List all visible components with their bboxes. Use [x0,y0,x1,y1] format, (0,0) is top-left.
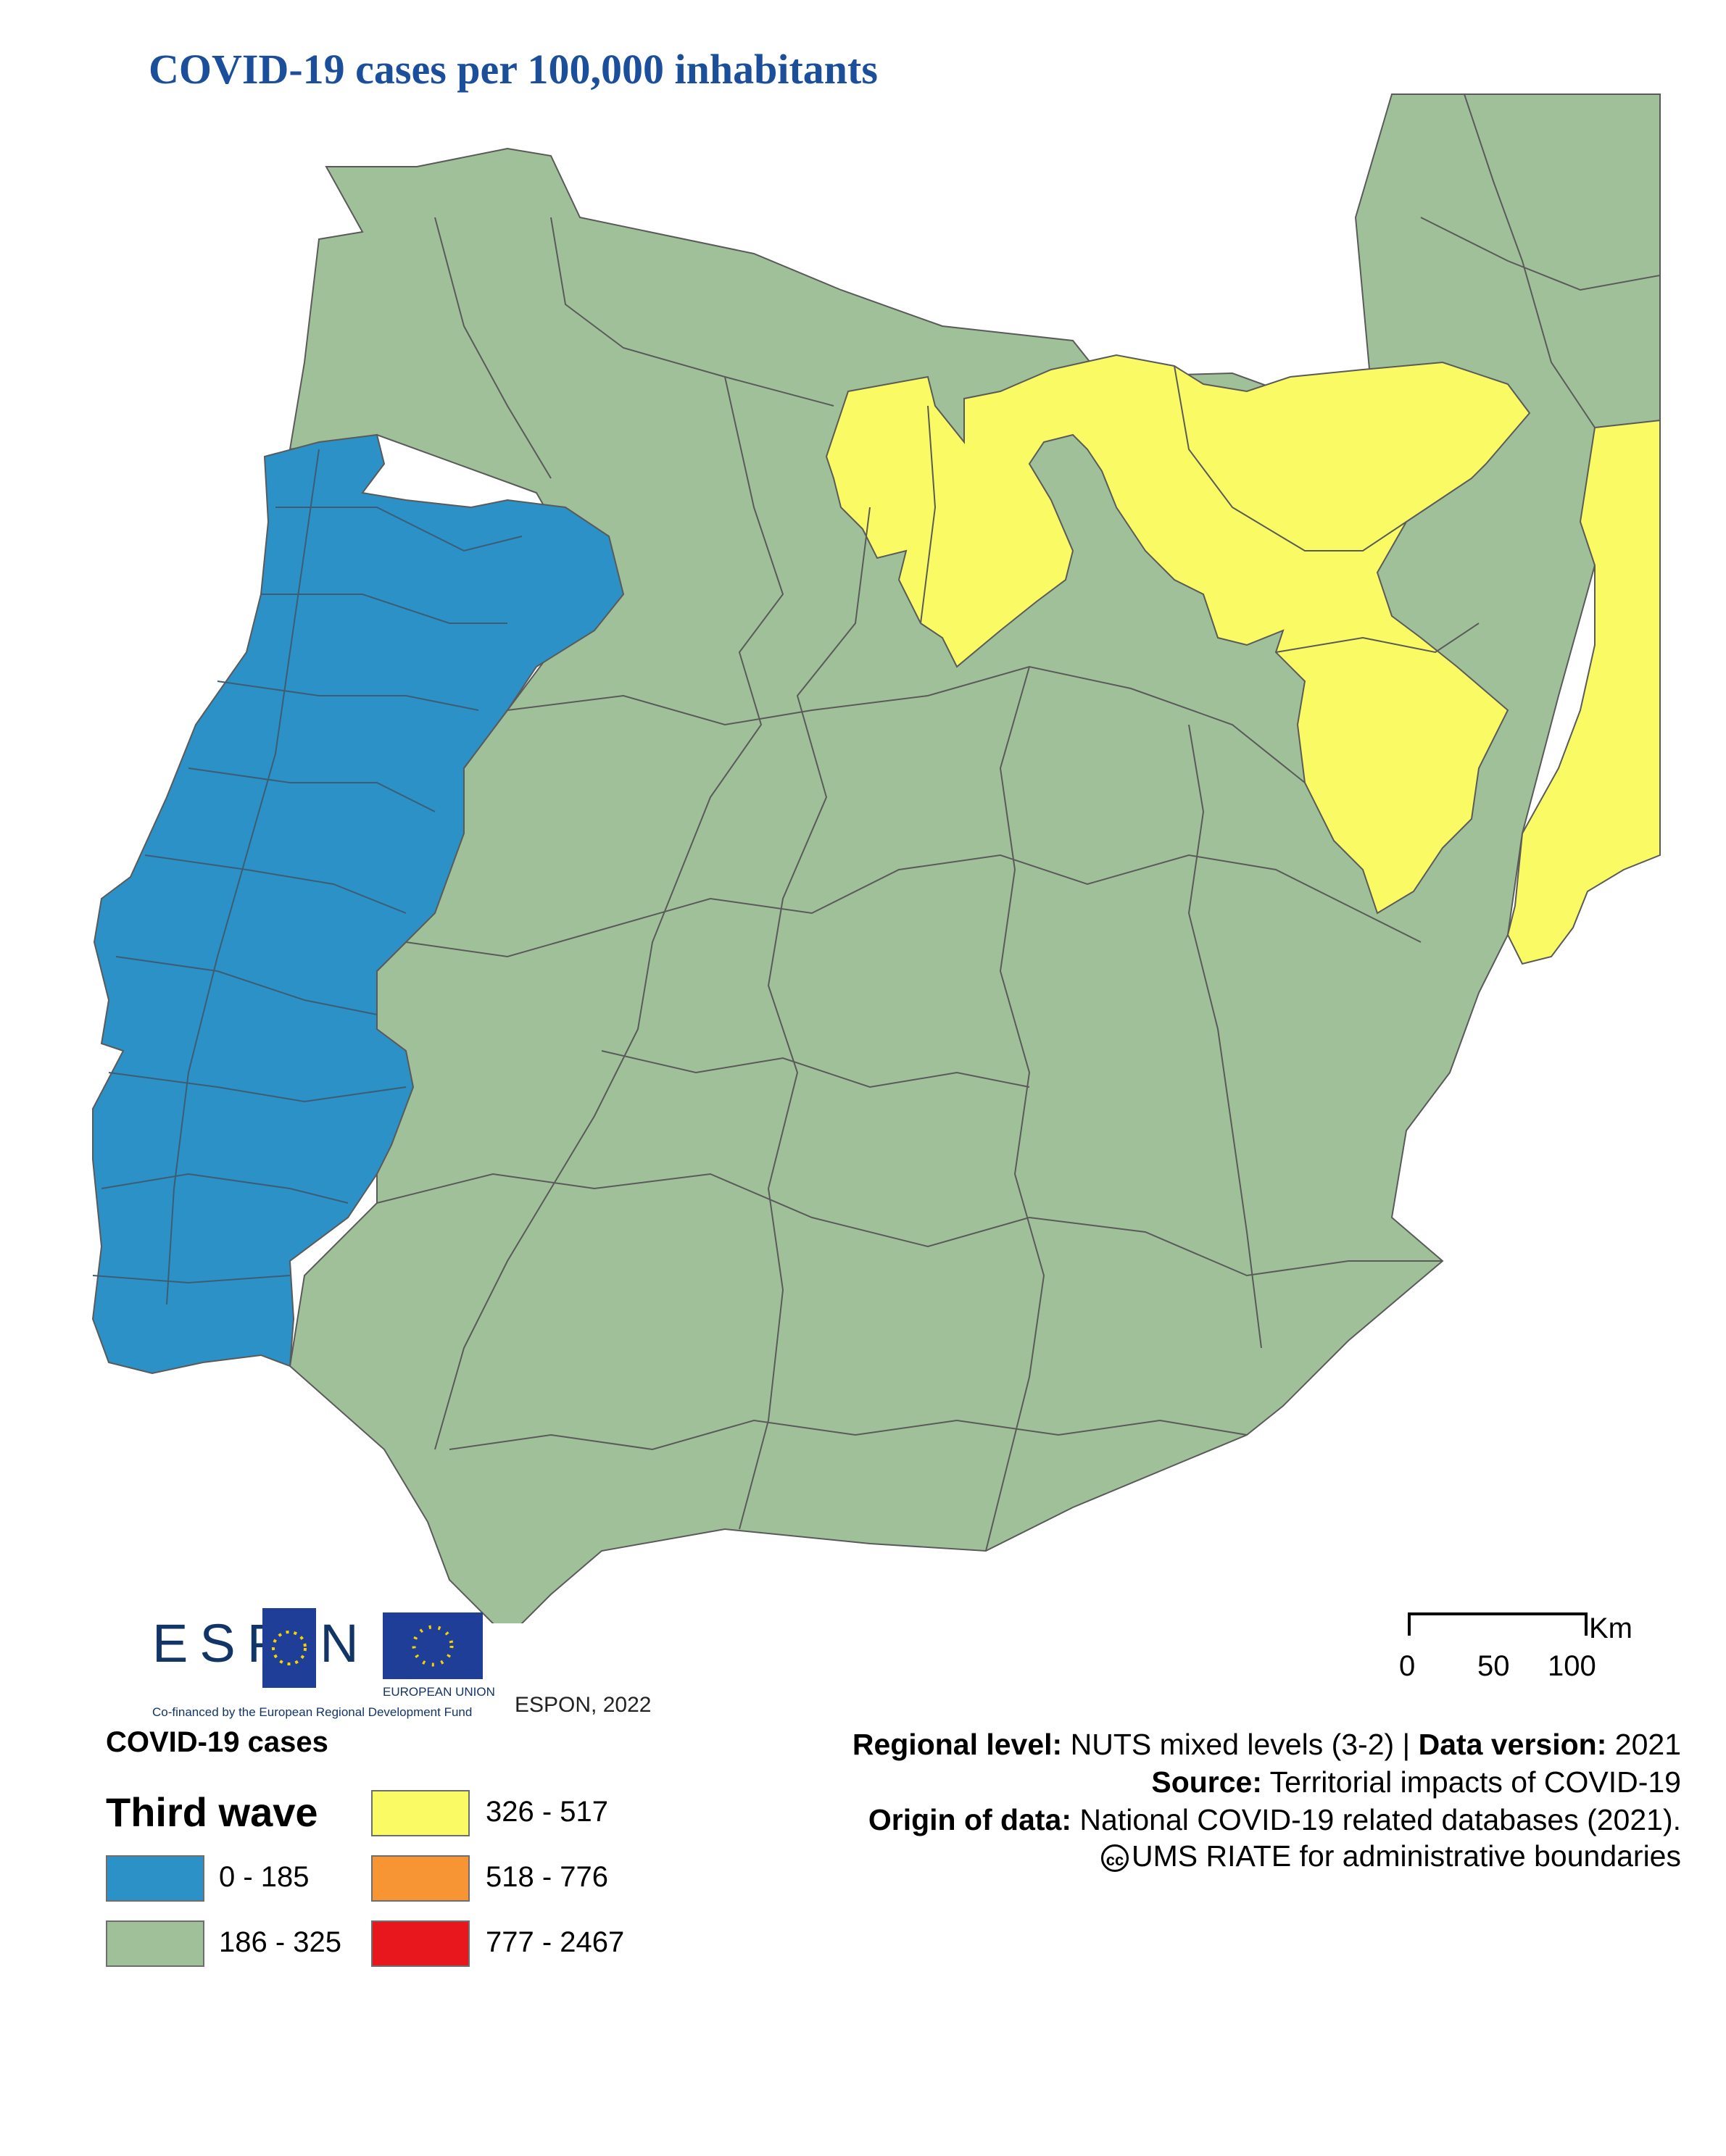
legend-swatch-1 [106,1920,204,1967]
legend-label-2: 326 - 517 [486,1796,609,1828]
meta-source-value: Territorial impacts of COVID-19 [1269,1765,1681,1799]
scale-tick-0: 0 [1399,1650,1416,1682]
choropleth-map [91,93,1661,1623]
meta-origin-value: National COVID-19 related databases (202… [1079,1803,1681,1836]
legend-label-1: 186 - 325 [219,1926,342,1958]
region-north-yellow [825,354,1531,915]
portugal-borders [92,449,523,1305]
meta-version-value: 2021 [1614,1728,1681,1761]
espon-credit: ESPON, 2022 [515,1693,652,1717]
meta-boundaries-value: UMS RIATE for administrative boundaries [1131,1839,1681,1873]
meta-boundaries: cc UMS RIATE for administrative boundarie… [1100,1839,1681,1873]
cofinanced-note: Co-financed by the European Regional Dev… [152,1705,473,1719]
meta-regional-level: Regional level: NUTS mixed levels (3-2) … [852,1728,1681,1762]
legend-swatch-2 [371,1790,470,1836]
scale-bar: Km 0 50 100 [1399,1605,1660,1685]
map-title: COVID-19 cases per 100,000 inhabitants [149,46,878,93]
region-borders [376,93,1661,1552]
scale-bar-line [1408,1612,1588,1636]
legend-swatch-3 [371,1855,470,1902]
legend-subtitle: Third wave [106,1789,318,1835]
meta-regional-label: Regional level: [852,1728,1063,1761]
meta-source-label: Source: [1151,1765,1263,1799]
legend-label-4: 777 - 2467 [486,1926,625,1958]
scale-tick-100: 100 [1548,1650,1596,1682]
meta-regional-value: NUTS mixed levels (3-2) | [1070,1728,1411,1761]
espon-o-emblem-icon [262,1608,316,1688]
meta-origin-label: Origin of data: [868,1803,1072,1836]
legend-swatch-0 [106,1855,204,1902]
espon-wordmark: ESP N [152,1613,370,1673]
espon-logo: ESP N Co-financed by the European Region… [152,1608,472,1719]
eu-label: EUROPEAN UNION [383,1685,495,1699]
yellow-borders [920,365,1480,654]
creative-commons-icon: cc [1100,1844,1129,1873]
legend-label-3: 518 - 776 [486,1861,609,1893]
scale-unit: Km [1589,1612,1632,1644]
meta-source: Source: Territorial impacts of COVID-19 [1151,1765,1681,1799]
legend-label-0: 0 - 185 [219,1861,310,1893]
scale-tick-50: 50 [1477,1650,1510,1682]
legend-title: COVID-19 cases [106,1726,328,1758]
meta-version-label: Data version: [1418,1728,1607,1761]
legend-swatch-4 [371,1920,470,1967]
region-portugal [91,433,625,1375]
region-east-yellow [1506,419,1661,965]
meta-origin: Origin of data: National COVID-19 relate… [868,1803,1681,1837]
eu-flag-icon [383,1612,483,1679]
